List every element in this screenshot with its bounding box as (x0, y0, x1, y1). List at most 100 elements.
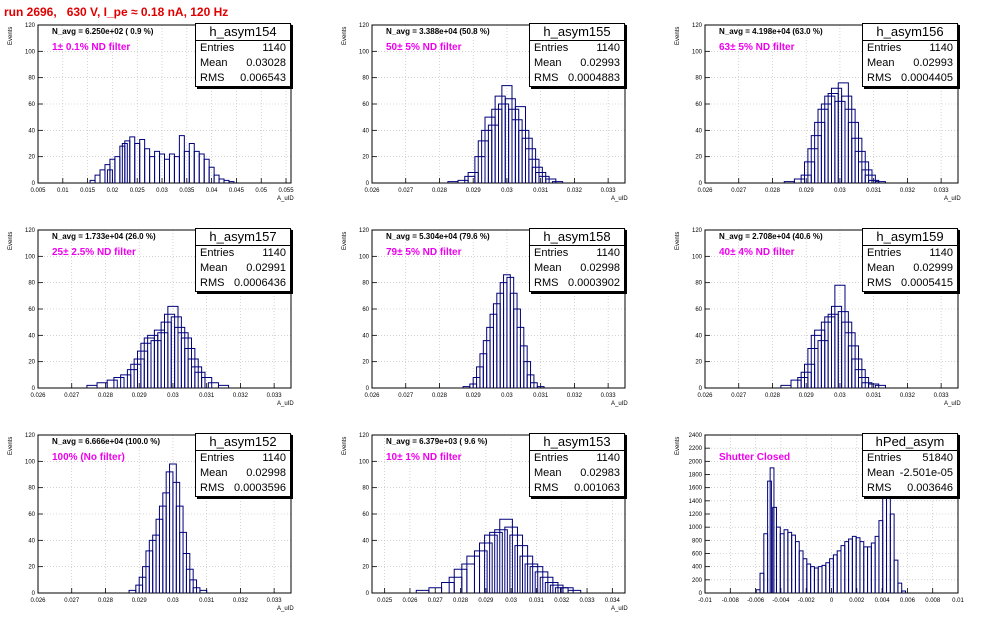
y-tick-label: 800 (692, 538, 703, 544)
y-tick-label: 0 (366, 386, 370, 392)
stats-row-rms: RMS 0.0004405 (863, 71, 957, 86)
y-tick-label: 20 (362, 155, 369, 161)
histogram-bin (99, 169, 106, 183)
stats-row-entries: Entries 1140 (196, 451, 290, 466)
x-tick-label: 0.03 (156, 188, 168, 194)
histogram-bin (851, 358, 863, 388)
x-tick-label: 0.032 (900, 188, 916, 194)
histogram-bin (836, 550, 842, 593)
stats-row-rms: RMS 0.001063 (530, 481, 624, 496)
y-tick-label: 20 (362, 360, 369, 366)
histogram-bin (213, 174, 220, 183)
y-tick-label: 20 (28, 565, 35, 571)
y-tick-label: 60 (28, 307, 35, 313)
filter-label: 10± 1% ND filter (386, 452, 462, 463)
y-tick-label: 40 (28, 128, 35, 134)
x-tick-label: 0.033 (934, 188, 950, 194)
x-tick-label: 0.029 (799, 188, 815, 194)
stats-key: Entries (534, 452, 569, 464)
histogram-bin (874, 384, 886, 388)
histogram-bin (549, 584, 564, 593)
x-axis-label: A_uID (277, 196, 294, 202)
histogram-bin (767, 480, 772, 593)
x-tick-label: 0.028 (765, 188, 781, 194)
y-tick-label: 120 (359, 228, 370, 234)
stats-key: RMS (200, 277, 225, 289)
histogram-bin (769, 467, 775, 593)
y-tick-label: 60 (362, 307, 369, 313)
filter-label: 63± 5% ND filter (719, 42, 795, 53)
histogram-bin (763, 533, 769, 593)
histogram-bin (178, 135, 185, 183)
histogram-bin (479, 542, 493, 593)
x-tick-label: 0 (830, 598, 834, 604)
x-tick-label: 0.055 (279, 188, 295, 194)
x-tick-label: 0.031 (199, 393, 215, 399)
y-tick-label: 120 (692, 228, 703, 234)
y-tick-label: 400 (692, 565, 703, 571)
histogram-bin (153, 329, 165, 388)
y-tick-label: 60 (362, 102, 369, 108)
stats-key: Mean (534, 467, 562, 479)
y-tick-label: 2200 (689, 446, 703, 452)
histogram-bin (848, 538, 853, 593)
histogram-bin (772, 506, 777, 593)
stats-value: 0.0005415 (901, 277, 953, 289)
x-axis-label: A_uID (944, 401, 961, 407)
stats-value: 0.02993 (913, 57, 953, 69)
histogram-bin (173, 156, 180, 183)
histogram-bin (228, 181, 235, 183)
stats-title: h_asym157 (196, 229, 290, 246)
x-tick-label: 0.026 (364, 188, 380, 194)
histogram-bin (882, 493, 888, 593)
y-tick-label: 40 (28, 333, 35, 339)
histogram-bin (199, 589, 208, 593)
histogram-bin (832, 554, 838, 593)
histogram-bin (861, 382, 873, 388)
histogram-bin (182, 553, 191, 593)
x-tick-label: 0.03 (167, 598, 179, 604)
histogram-bin (160, 321, 172, 388)
stats-box: h_asym153 Entries 1140 Mean 0.02983 RMS 0.0010… (529, 433, 625, 497)
x-tick-label: 0.032 (233, 598, 249, 604)
y-tick-label: 100 (25, 459, 36, 465)
histogram-bin (519, 555, 534, 593)
y-tick-label: 1800 (689, 473, 703, 479)
stats-value: 1140 (596, 247, 620, 259)
x-tick-label: 0.006 (900, 598, 916, 604)
y-axis-label: Events (8, 26, 14, 45)
histogram-bin (113, 376, 125, 388)
histogram-bin (474, 156, 486, 183)
histogram-bin (154, 150, 161, 183)
histogram-bin (149, 156, 156, 183)
x-tick-label: 0.027 (64, 598, 80, 604)
x-tick-label: 0.03 (167, 393, 179, 399)
x-tick-label: 0.032 (567, 188, 583, 194)
x-tick-label: 0.033 (267, 598, 283, 604)
x-tick-label: 0.002 (849, 598, 865, 604)
x-tick-label: 0.034 (605, 598, 621, 604)
stats-row-rms: RMS 0.0004883 (530, 71, 624, 86)
y-tick-label: 0 (366, 591, 370, 597)
stats-title: h_asym153 (530, 434, 624, 451)
x-tick-label: 0.029 (799, 393, 815, 399)
y-tick-label: 60 (28, 102, 35, 108)
navg-label: N_avg = 4.198e+04 (63.0 %) (719, 27, 823, 36)
histogram-bin (807, 148, 819, 183)
stats-value: 0.0003596 (234, 482, 286, 494)
x-tick-label: 0.031 (866, 393, 882, 399)
histogram-bin (187, 358, 199, 388)
stats-box: h_asym159 Entries 1140 Mean 0.02999 RMS 0.0005… (862, 228, 958, 292)
stats-box: h_asym158 Entries 1140 Mean 0.02998 RMS 0.0003… (529, 228, 625, 292)
y-tick-label: 0 (32, 386, 36, 392)
histogram-bin (531, 166, 543, 183)
filter-label: 79± 5% ND filter (386, 247, 462, 258)
y-axis-label: Events (675, 26, 681, 45)
histogram-bin (794, 541, 800, 593)
histogram-bin (530, 382, 538, 388)
histogram-bin (851, 137, 863, 183)
stats-value: 1140 (929, 42, 953, 54)
x-tick-label: 0.01 (952, 598, 964, 604)
stats-key: RMS (867, 277, 892, 289)
